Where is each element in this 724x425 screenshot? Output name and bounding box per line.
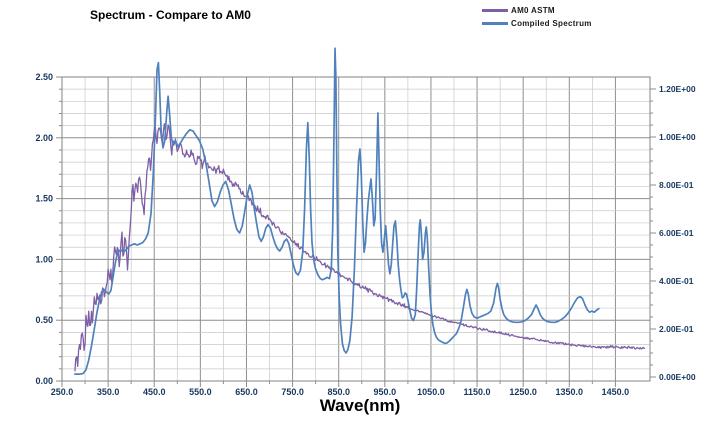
right-axis-tick-label: 2.00E-01: [659, 324, 694, 334]
plot-border: [61, 76, 651, 382]
compiled-spectrum-series-line: [74, 47, 600, 375]
right-axis-tick-label: 1.00E+00: [659, 132, 696, 142]
left-axis-tick-label: 0.00: [35, 376, 53, 386]
x-axis-tick-label: 350.0: [97, 387, 120, 397]
right-axis-tick-label: 1.20E+00: [659, 84, 696, 94]
x-axis-tick-label: 1450.0: [602, 387, 630, 397]
x-axis-tick-label: 1350.0: [556, 387, 584, 397]
right-axis-tick-label: 8.00E-01: [659, 180, 694, 190]
left-axis-tick-label: 1.50: [35, 194, 53, 204]
x-axis-tick-label: 450.0: [143, 387, 166, 397]
x-axis-tick-label: 950.0: [374, 387, 397, 397]
right-axis-tick-label: 4.00E-01: [659, 276, 694, 286]
left-axis-tick-label: 1.00: [35, 254, 53, 264]
x-axis-tick-label: 1250.0: [509, 387, 537, 397]
x-axis-tick-label: 250.0: [51, 387, 74, 397]
x-axis-tick-label: 550.0: [189, 387, 212, 397]
compiled-spectrum-line-icon: [482, 22, 508, 25]
am0-astm-series-line: [74, 123, 645, 372]
right-axis-tick-label: 6.00E-01: [659, 228, 694, 238]
x-axis-title: Wave(nm): [319, 396, 401, 415]
x-axis-tick-label: 750.0: [281, 387, 304, 397]
left-axis-tick-label: 2.00: [35, 133, 53, 143]
left-axis-tick-label: 0.50: [35, 315, 53, 325]
chart-title: Spectrum - Compare to AM0: [90, 8, 251, 22]
x-axis-tick-label: 1050.0: [417, 387, 445, 397]
x-axis-tick-label: 1150.0: [464, 387, 491, 397]
legend: AM0 ASTM Compiled Spectrum: [482, 4, 592, 30]
right-axis-tick-label: 0.00E+00: [659, 372, 696, 382]
legend-label-am0-astm: AM0 ASTM: [511, 6, 555, 15]
legend-item-compiled-spectrum: Compiled Spectrum: [482, 17, 592, 30]
legend-item-am0-astm: AM0 ASTM: [482, 4, 592, 17]
legend-label-compiled-spectrum: Compiled Spectrum: [511, 19, 592, 28]
am0-astm-line-icon: [482, 9, 508, 12]
x-axis-tick-label: 650.0: [235, 387, 258, 397]
x-axis-tick-label: 850.0: [327, 387, 350, 397]
left-axis-tick-label: 2.50: [35, 72, 53, 82]
